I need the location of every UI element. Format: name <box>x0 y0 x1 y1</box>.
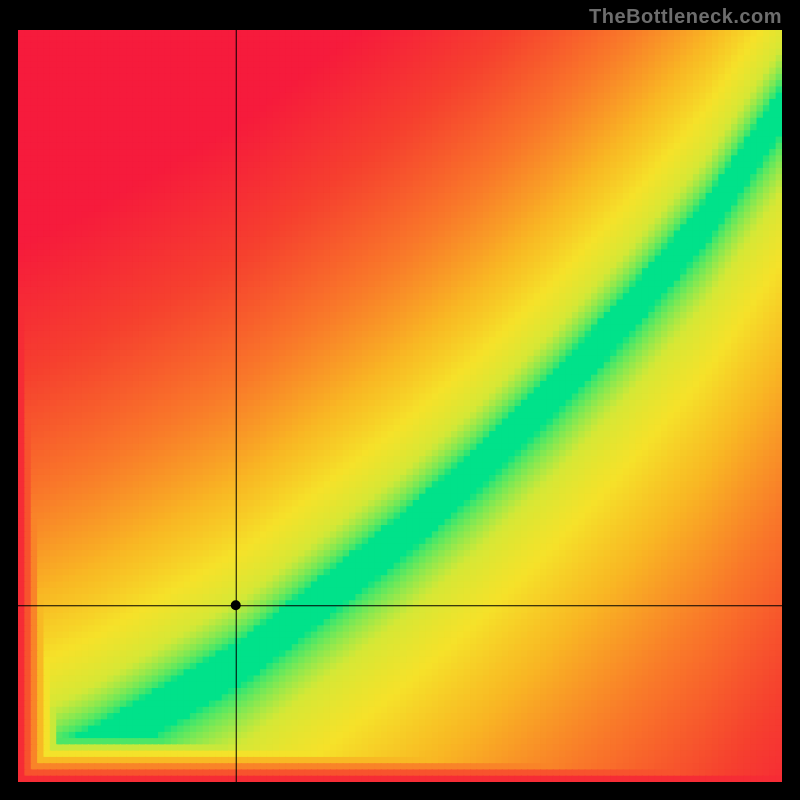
chart-container: TheBottleneck.com <box>0 0 800 800</box>
watermark-text: TheBottleneck.com <box>589 6 782 29</box>
heatmap-canvas <box>18 30 782 782</box>
